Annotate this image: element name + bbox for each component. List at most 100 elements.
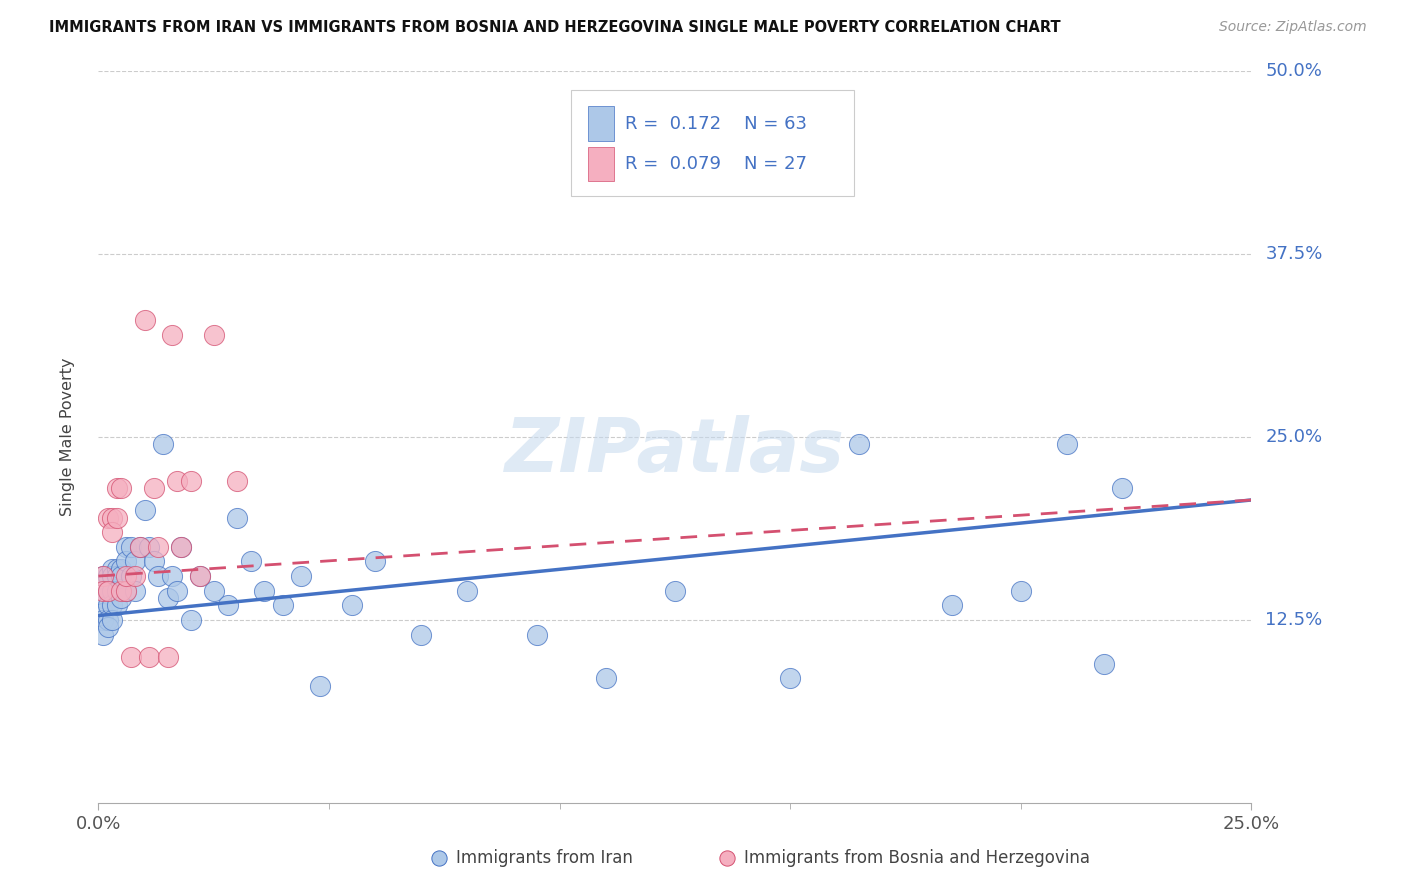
Point bbox=[148, 540, 170, 554]
Point bbox=[941, 599, 963, 613]
Point bbox=[170, 540, 193, 554]
Point bbox=[101, 562, 124, 576]
Point bbox=[456, 583, 478, 598]
FancyBboxPatch shape bbox=[571, 90, 853, 195]
Text: Immigrants from Bosnia and Herzegovina: Immigrants from Bosnia and Herzegovina bbox=[744, 848, 1090, 867]
Text: 25.0%: 25.0% bbox=[1265, 428, 1323, 446]
Point bbox=[253, 583, 276, 598]
Point bbox=[166, 583, 188, 598]
Point bbox=[595, 672, 617, 686]
Point bbox=[105, 599, 128, 613]
Point bbox=[340, 599, 363, 613]
Point bbox=[124, 554, 146, 568]
Point bbox=[225, 510, 247, 524]
Point bbox=[115, 554, 138, 568]
Text: ZIPatlas: ZIPatlas bbox=[505, 415, 845, 488]
Point bbox=[115, 583, 138, 598]
Point bbox=[101, 525, 124, 540]
Point bbox=[105, 510, 128, 524]
Point bbox=[166, 474, 188, 488]
Point bbox=[91, 627, 114, 641]
Point bbox=[142, 481, 165, 495]
Point bbox=[271, 599, 294, 613]
Point bbox=[134, 313, 156, 327]
Point bbox=[411, 627, 433, 641]
Point bbox=[848, 437, 870, 451]
Point bbox=[526, 627, 548, 641]
Bar bbox=[589, 106, 614, 141]
Text: Immigrants from Iran: Immigrants from Iran bbox=[456, 848, 633, 867]
Point bbox=[110, 591, 132, 605]
Y-axis label: Single Male Poverty: Single Male Poverty bbox=[60, 358, 75, 516]
Point bbox=[105, 583, 128, 598]
Point bbox=[156, 649, 179, 664]
Point bbox=[160, 327, 183, 342]
Point bbox=[91, 569, 114, 583]
Point bbox=[202, 583, 225, 598]
Point bbox=[134, 503, 156, 517]
Point bbox=[160, 569, 183, 583]
Point bbox=[124, 583, 146, 598]
Point bbox=[91, 613, 114, 627]
Point bbox=[138, 540, 160, 554]
Point bbox=[664, 583, 686, 598]
Point bbox=[101, 599, 124, 613]
Point bbox=[180, 613, 202, 627]
Point bbox=[1056, 437, 1078, 451]
Point bbox=[152, 437, 174, 451]
Point bbox=[1111, 481, 1133, 495]
Text: R =  0.079    N = 27: R = 0.079 N = 27 bbox=[626, 155, 807, 173]
Text: 12.5%: 12.5% bbox=[1265, 611, 1323, 629]
Point bbox=[101, 510, 124, 524]
Point bbox=[91, 583, 114, 598]
Point bbox=[138, 649, 160, 664]
Point bbox=[97, 620, 120, 634]
Point bbox=[290, 569, 312, 583]
Point bbox=[105, 569, 128, 583]
Point bbox=[105, 562, 128, 576]
Point bbox=[202, 327, 225, 342]
Point bbox=[308, 679, 330, 693]
Point bbox=[101, 613, 124, 627]
Text: R =  0.172    N = 63: R = 0.172 N = 63 bbox=[626, 115, 807, 133]
Point bbox=[97, 569, 120, 583]
Point bbox=[97, 599, 120, 613]
Point bbox=[110, 481, 132, 495]
Point bbox=[91, 606, 114, 620]
Point bbox=[115, 540, 138, 554]
Point bbox=[97, 510, 120, 524]
Text: Source: ZipAtlas.com: Source: ZipAtlas.com bbox=[1219, 20, 1367, 34]
Point bbox=[142, 554, 165, 568]
Point bbox=[91, 591, 114, 605]
Text: 37.5%: 37.5% bbox=[1265, 245, 1323, 263]
Point bbox=[105, 481, 128, 495]
Point bbox=[1010, 583, 1032, 598]
Point bbox=[364, 554, 387, 568]
Point bbox=[101, 569, 124, 583]
Bar bbox=[589, 146, 614, 181]
Point bbox=[101, 583, 124, 598]
Point bbox=[180, 474, 202, 488]
Point bbox=[97, 583, 120, 598]
Point bbox=[129, 540, 152, 554]
Point bbox=[188, 569, 211, 583]
Point bbox=[148, 569, 170, 583]
Point bbox=[129, 540, 152, 554]
Point bbox=[91, 569, 114, 583]
Text: 50.0%: 50.0% bbox=[1265, 62, 1322, 80]
Point bbox=[115, 583, 138, 598]
Point bbox=[97, 583, 120, 598]
Point bbox=[124, 569, 146, 583]
Point bbox=[239, 554, 262, 568]
Point bbox=[1092, 657, 1115, 671]
Point bbox=[170, 540, 193, 554]
Point bbox=[120, 540, 142, 554]
Point bbox=[110, 562, 132, 576]
Point bbox=[110, 569, 132, 583]
Point bbox=[120, 569, 142, 583]
Point bbox=[225, 474, 247, 488]
Point bbox=[115, 569, 138, 583]
Point bbox=[110, 583, 132, 598]
Text: IMMIGRANTS FROM IRAN VS IMMIGRANTS FROM BOSNIA AND HERZEGOVINA SINGLE MALE POVER: IMMIGRANTS FROM IRAN VS IMMIGRANTS FROM … bbox=[49, 20, 1062, 35]
Point bbox=[97, 613, 120, 627]
